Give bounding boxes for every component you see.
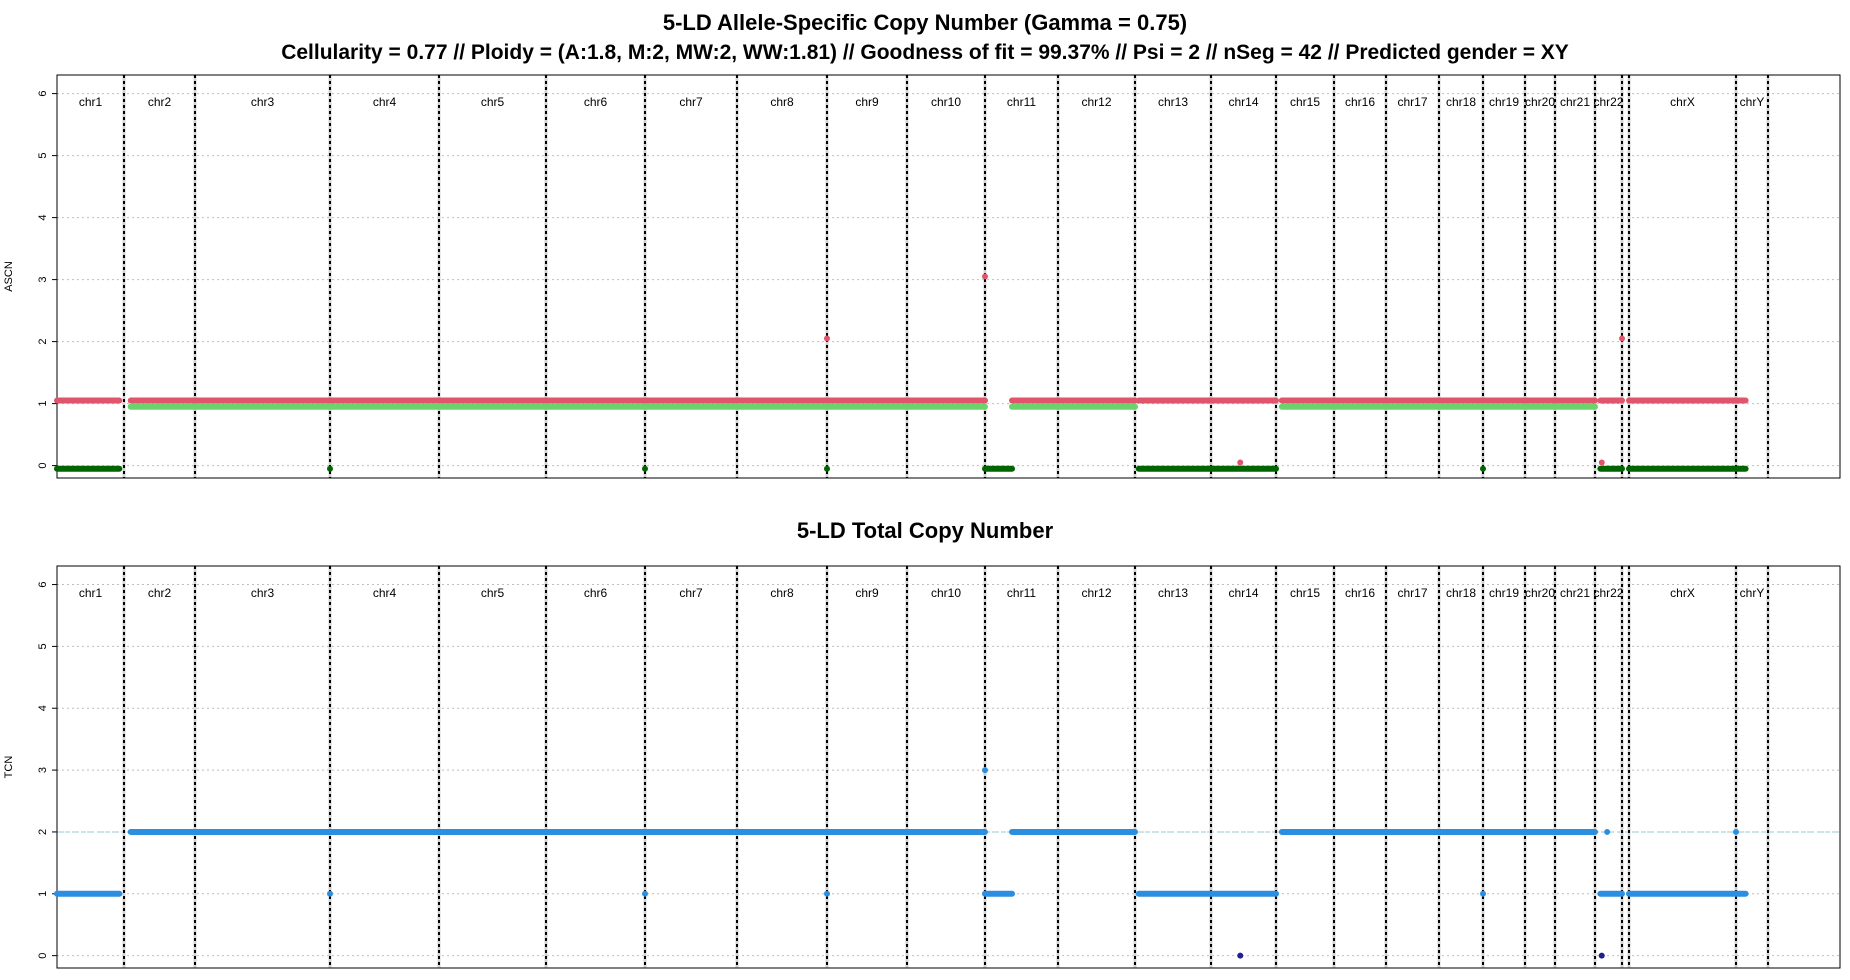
copy-number-point bbox=[1604, 828, 1611, 835]
chromosome-label: chr9 bbox=[855, 586, 879, 600]
chromosome-label: chr18 bbox=[1446, 586, 1476, 600]
copy-number-point bbox=[824, 890, 830, 897]
chromosome-label: chr4 bbox=[373, 95, 397, 109]
chromosome-label: chr10 bbox=[931, 95, 961, 109]
chromosome-label: chr7 bbox=[679, 586, 703, 600]
chromosome-label: chr20 bbox=[1525, 586, 1555, 600]
chromosome-label: chr18 bbox=[1446, 95, 1476, 109]
copy-number-point bbox=[642, 890, 648, 897]
ascn-title: 5-LD Allele-Specific Copy Number (Gamma … bbox=[663, 10, 1187, 35]
chromosome-label: chr15 bbox=[1290, 95, 1320, 109]
chromosome-label: chr15 bbox=[1290, 586, 1320, 600]
y-tick-label: 4 bbox=[37, 705, 49, 711]
chromosome-label: chr16 bbox=[1345, 95, 1375, 109]
copy-number-point bbox=[1598, 459, 1605, 466]
chromosome-label: chrX bbox=[1670, 95, 1695, 109]
chromosome-label: chr21 bbox=[1560, 95, 1590, 109]
chromosome-label: chr1 bbox=[79, 586, 103, 600]
y-tick-label: 1 bbox=[37, 401, 49, 407]
y-tick-label: 3 bbox=[37, 277, 49, 283]
copy-number-point bbox=[1598, 952, 1605, 959]
chromosome-label: chr21 bbox=[1560, 586, 1590, 600]
chromosome-label: chr6 bbox=[584, 95, 608, 109]
chromosome-label: chr4 bbox=[373, 586, 397, 600]
y-tick-label: 2 bbox=[37, 339, 49, 345]
copy-number-point bbox=[1480, 890, 1486, 897]
y-tick-label: 1 bbox=[37, 891, 49, 897]
chromosome-label: chr6 bbox=[584, 586, 608, 600]
chromosome-label: chr11 bbox=[1007, 95, 1036, 109]
chromosome-label: chr19 bbox=[1489, 95, 1519, 109]
copy-number-point bbox=[327, 465, 333, 472]
chromosome-label: chr13 bbox=[1158, 586, 1188, 600]
plot-frame bbox=[56, 74, 1841, 479]
copy-number-point bbox=[1237, 459, 1244, 466]
chromosome-label: chr14 bbox=[1228, 95, 1258, 109]
chromosome-label: chr19 bbox=[1489, 586, 1519, 600]
copy-number-point bbox=[824, 465, 830, 472]
chromosome-label: chr2 bbox=[148, 586, 172, 600]
chromosome-label: chrY bbox=[1740, 95, 1765, 109]
copy-number-point bbox=[1237, 952, 1244, 959]
y-tick-label: 4 bbox=[37, 215, 49, 221]
copy-number-point bbox=[1619, 335, 1625, 342]
y-tick-label: 0 bbox=[37, 953, 49, 959]
y-tick-label: 2 bbox=[37, 829, 49, 835]
plot-frame bbox=[56, 565, 1841, 969]
chromosome-label: chr8 bbox=[770, 586, 794, 600]
y-tick-label: 6 bbox=[37, 91, 49, 97]
copy-number-point bbox=[1733, 828, 1739, 835]
chromosome-label: chr22 bbox=[1593, 586, 1623, 600]
chromosome-label: chrY bbox=[1740, 586, 1765, 600]
chromosome-label: chr8 bbox=[770, 95, 794, 109]
chromosome-label: chr5 bbox=[481, 95, 505, 109]
chromosome-label: chr11 bbox=[1007, 586, 1036, 600]
y-axis-label: TCN bbox=[3, 756, 15, 779]
chromosome-label: chr22 bbox=[1593, 95, 1623, 109]
chromosome-label: chr12 bbox=[1081, 95, 1111, 109]
chromosome-label: chr1 bbox=[79, 95, 103, 109]
tcn-panel: 0 1 2 3 4 5 6 chr1 chr2 chr3 chr4 chr5 chr6 chr7 chr8 c… bbox=[3, 565, 1841, 969]
chromosome-label: chr20 bbox=[1525, 95, 1555, 109]
copy-number-point bbox=[1480, 465, 1486, 472]
chromosome-label: chr10 bbox=[931, 586, 961, 600]
chromosome-label: chr3 bbox=[251, 95, 275, 109]
y-tick-label: 3 bbox=[37, 767, 49, 773]
chromosome-label: chr17 bbox=[1397, 95, 1427, 109]
copy-number-point bbox=[982, 273, 988, 280]
copy-number-point bbox=[982, 767, 988, 774]
chromosome-label: chr14 bbox=[1228, 586, 1258, 600]
y-tick-label: 5 bbox=[37, 153, 49, 159]
ascn-subtitle: Cellularity = 0.77 // Ploidy = (A:1.8, M… bbox=[281, 41, 1569, 64]
copy-number-point bbox=[824, 335, 830, 342]
chromosome-label: chrX bbox=[1670, 586, 1695, 600]
y-axis-label: ASCN bbox=[3, 261, 15, 292]
chromosome-label: chr7 bbox=[679, 95, 703, 109]
chromosome-label: chr17 bbox=[1397, 586, 1427, 600]
copy-number-point bbox=[327, 890, 333, 897]
ascn-panel: 0 1 2 3 4 5 6 chr1 chr2 chr3 chr4 chr5 chr6 chr7 chr8 c… bbox=[3, 74, 1841, 479]
chromosome-label: chr5 bbox=[481, 586, 505, 600]
chromosome-label: chr9 bbox=[855, 95, 879, 109]
chromosome-label: chr16 bbox=[1345, 586, 1375, 600]
copy-number-point bbox=[642, 465, 648, 472]
y-tick-label: 5 bbox=[37, 643, 49, 649]
y-tick-label: 6 bbox=[37, 581, 49, 587]
chromosome-label: chr3 bbox=[251, 586, 275, 600]
tcn-title: 5-LD Total Copy Number bbox=[797, 518, 1054, 543]
chromosome-label: chr13 bbox=[1158, 95, 1188, 109]
chromosome-label: chr2 bbox=[148, 95, 172, 109]
y-tick-label: 0 bbox=[37, 463, 49, 469]
chromosome-label: chr12 bbox=[1081, 586, 1111, 600]
